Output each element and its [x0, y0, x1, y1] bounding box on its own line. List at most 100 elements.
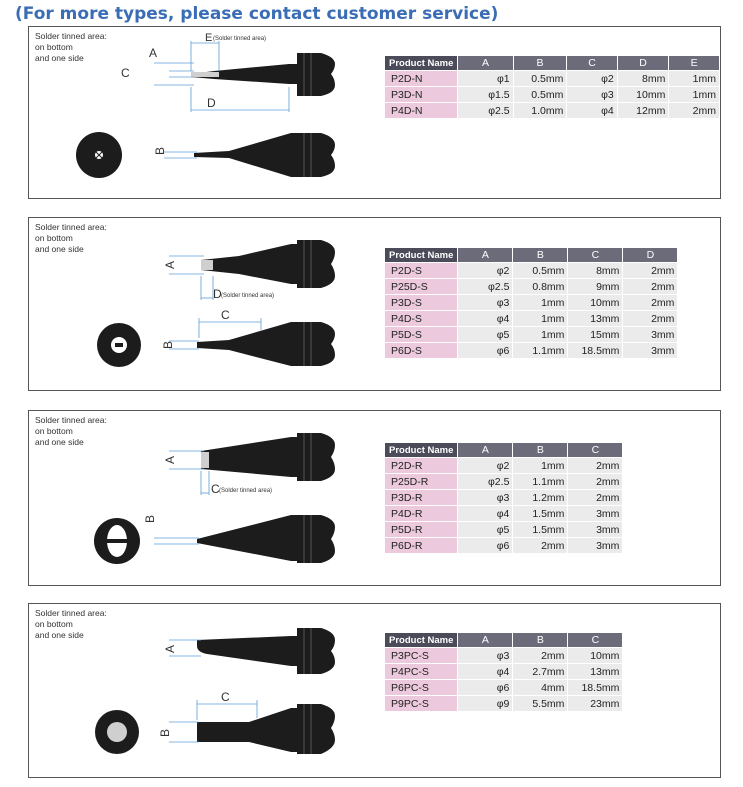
dim-label-c: C	[211, 482, 220, 496]
cell: 10mm	[568, 295, 623, 310]
table-row: P4D-R φ4 1.5mm 3mm	[385, 506, 623, 521]
cell: 10mm	[617, 87, 669, 102]
cell: P6D-S	[385, 343, 458, 358]
dimension-lines	[169, 450, 210, 495]
dim-label-b: B	[161, 341, 175, 349]
table-row: P25D-R φ2.5 1.1mm 2mm	[385, 474, 623, 489]
table-row: P9PC-S φ9 5.5mm 23mm	[385, 696, 623, 711]
cell: 9mm	[568, 279, 623, 294]
spec-table: Product Name A B C P2D-R φ2 1mm 2mm P25D-R φ…	[384, 442, 623, 554]
cell: 1mm	[513, 311, 568, 326]
col-header: A	[458, 633, 513, 647]
table-row: P6D-R φ6 2mm 3mm	[385, 538, 623, 553]
cell: P4D-N	[385, 103, 458, 118]
cell: 1.5mm	[513, 522, 568, 537]
dim-note-c: (Solder tinned area)	[219, 488, 272, 494]
cell: φ1.5	[458, 87, 513, 102]
dim-label-b: B	[153, 147, 167, 155]
cell: 8mm	[568, 263, 623, 278]
dimension-lines	[154, 41, 290, 112]
cell: φ2.5	[458, 279, 513, 294]
dim-label-a: A	[163, 456, 177, 464]
cell: P6PC-S	[385, 680, 458, 695]
tip-top-view	[197, 704, 335, 754]
dim-label-b: B	[158, 729, 172, 737]
cell: 13mm	[568, 311, 623, 326]
cell: P25D-R	[385, 474, 458, 489]
tip-end-view	[76, 132, 122, 178]
spec-table: Product Name A B C P3PC-S φ3 2mm 10mm P4PC-…	[384, 632, 623, 712]
table-header-row: Product Name A B C D	[385, 248, 678, 262]
col-header: C	[568, 443, 623, 457]
table-row: P25D-S φ2.5 0.8mm 9mm 2mm	[385, 279, 678, 294]
table-row: P4PC-S φ4 2.7mm 13mm	[385, 664, 623, 679]
cell: φ3	[458, 295, 513, 310]
tip-end-view	[95, 710, 139, 754]
spec-table: Product Name A B C D E P2D-N φ1 0.5mm φ2 8mm…	[384, 55, 720, 119]
table-row: P2D-N φ1 0.5mm φ2 8mm 1mm	[385, 71, 719, 86]
cell: P9PC-S	[385, 696, 458, 711]
cell: φ2.5	[458, 474, 513, 489]
cell: 2mm	[513, 538, 568, 553]
col-header: Product Name	[385, 56, 458, 70]
cell: 2mm	[568, 458, 623, 473]
cell: 10mm	[568, 648, 623, 663]
cell: φ6	[458, 680, 513, 695]
tip-drawings: A C B	[95, 628, 335, 754]
cell: φ5	[458, 522, 513, 537]
cell: 2mm	[623, 279, 678, 294]
spec-table: Product Name A B C D P2D-S φ2 0.5mm 8mm 2mm …	[384, 247, 678, 359]
col-header: Product Name	[385, 443, 458, 457]
table-row: P2D-R φ2 1mm 2mm	[385, 458, 623, 473]
cell: 3mm	[623, 327, 678, 342]
table-row: P3D-S φ3 1mm 10mm 2mm	[385, 295, 678, 310]
cell: 13mm	[568, 664, 623, 679]
cell: φ3	[567, 87, 617, 102]
cell: φ4	[458, 311, 513, 326]
table-header-row: Product Name A B C	[385, 443, 623, 457]
cell: P4D-R	[385, 506, 458, 521]
tip-end-view	[94, 518, 140, 564]
dim-label-c: C	[221, 690, 230, 704]
cell: φ3	[458, 490, 513, 505]
cell: 23mm	[568, 696, 623, 711]
cell: 2mm	[568, 474, 623, 489]
table-row: P5D-S φ5 1mm 15mm 3mm	[385, 327, 678, 342]
cell: φ4	[458, 664, 513, 679]
cell: 0.5mm	[513, 263, 568, 278]
cell: 1.2mm	[513, 490, 568, 505]
dim-label-d: D	[213, 287, 222, 301]
cell: 5.5mm	[513, 696, 568, 711]
col-header: B	[513, 633, 568, 647]
col-header: B	[513, 248, 568, 262]
cell: 1.1mm	[513, 343, 568, 358]
cell: 3mm	[568, 538, 623, 553]
solder-note: Solder tinned area: on bottom and one si…	[35, 31, 107, 63]
cell: 2mm	[513, 648, 568, 663]
solder-note: Solder tinned area: on bottom and one si…	[35, 608, 107, 640]
col-header: Product Name	[385, 248, 458, 262]
col-header: A	[458, 443, 513, 457]
solder-note: Solder tinned area: on bottom and one si…	[35, 415, 107, 447]
cell: 2mm	[568, 490, 623, 505]
cell: φ3	[458, 648, 513, 663]
tip-side-view	[201, 433, 335, 481]
cell: 18.5mm	[568, 343, 623, 358]
col-header: E	[669, 56, 719, 70]
table-row: P4D-N φ2.5 1.0mm φ4 12mm 2mm	[385, 103, 719, 118]
tip-panel-3: Solder tinned area: on bottom and one si…	[28, 410, 721, 586]
cell: 0.5mm	[513, 87, 567, 102]
dim-label-b: B	[143, 515, 157, 523]
col-header: A	[458, 248, 513, 262]
tip-side-view	[191, 53, 335, 96]
cell: 1.1mm	[513, 474, 568, 489]
cell: φ6	[458, 538, 513, 553]
cell: P4D-S	[385, 311, 458, 326]
dim-label-e: E	[205, 32, 212, 44]
cell: 1mm	[669, 71, 719, 86]
solder-note: Solder tinned area: on bottom and one si…	[35, 222, 107, 254]
cell: P6D-R	[385, 538, 458, 553]
table-row: P6PC-S φ6 4mm 18.5mm	[385, 680, 623, 695]
dimension-lines-bc	[169, 318, 262, 350]
dim-label-c: C	[221, 308, 230, 322]
